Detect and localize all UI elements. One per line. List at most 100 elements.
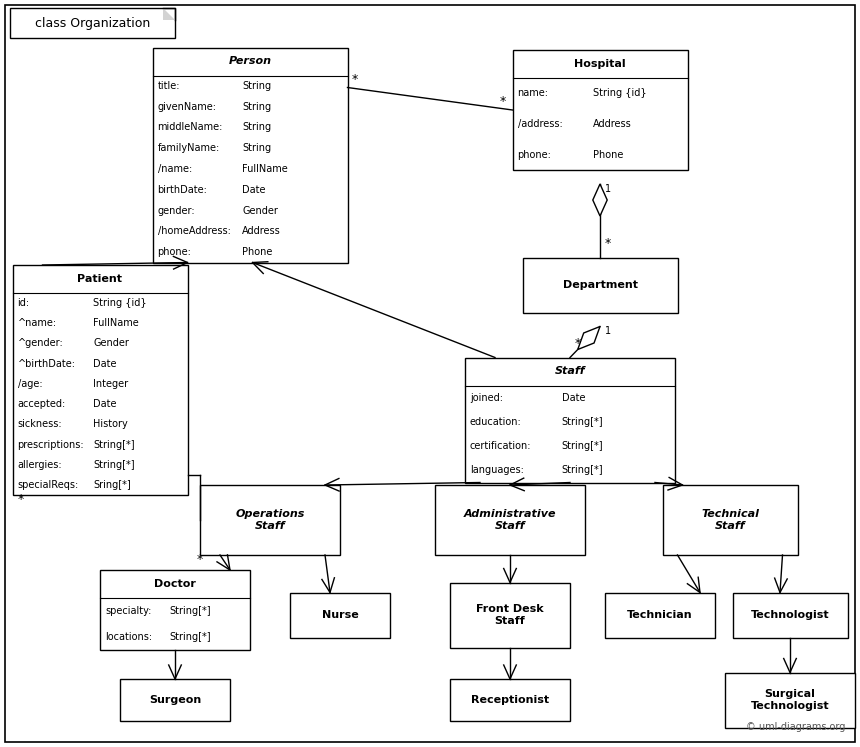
Text: Staff: Staff [555, 367, 586, 376]
Text: languages:: languages: [470, 465, 524, 475]
Text: /name:: /name: [157, 164, 192, 174]
Text: *: * [197, 553, 203, 566]
Text: accepted:: accepted: [17, 399, 65, 409]
Text: String {id}: String {id} [593, 88, 647, 99]
Text: givenName:: givenName: [157, 102, 217, 111]
Text: String[*]: String[*] [562, 465, 603, 475]
Text: Technologist: Technologist [751, 610, 829, 620]
Polygon shape [163, 8, 175, 20]
Text: String: String [243, 102, 271, 111]
Bar [450, 583, 570, 648]
Text: name:: name: [518, 88, 549, 99]
Bar [513, 50, 687, 170]
Bar [450, 679, 570, 721]
Bar [725, 672, 855, 728]
Bar [435, 485, 585, 555]
Text: Person: Person [229, 57, 272, 66]
Text: /homeAddress:: /homeAddress: [157, 226, 230, 236]
Bar [13, 265, 187, 495]
Text: *: * [17, 493, 24, 506]
Text: allergies:: allergies: [17, 459, 62, 470]
Text: education:: education: [470, 417, 522, 427]
Bar [605, 592, 715, 637]
Text: specialReqs:: specialReqs: [17, 480, 79, 490]
Text: 1: 1 [605, 326, 611, 336]
Text: String: String [243, 143, 271, 153]
Text: specialty:: specialty: [105, 606, 151, 616]
Bar [465, 358, 675, 483]
Text: ^name:: ^name: [17, 318, 57, 328]
Text: String: String [243, 123, 271, 132]
Text: Date: Date [93, 399, 116, 409]
Text: Department: Department [562, 280, 637, 290]
Text: title:: title: [157, 81, 180, 91]
Text: Front Desk
Staff: Front Desk Staff [476, 604, 544, 626]
Text: History: History [93, 419, 128, 430]
Text: *: * [575, 338, 581, 350]
Text: certification:: certification: [470, 441, 531, 451]
Text: birthDate:: birthDate: [157, 185, 207, 195]
Text: prescriptions:: prescriptions: [17, 439, 84, 450]
Text: FullName: FullName [93, 318, 138, 328]
Text: String[*]: String[*] [93, 459, 135, 470]
Text: Date: Date [562, 393, 585, 403]
Text: Receptionist: Receptionist [471, 695, 549, 705]
Text: © uml-diagrams.org: © uml-diagrams.org [746, 722, 845, 732]
Text: /address:: /address: [518, 119, 562, 129]
Polygon shape [593, 184, 607, 216]
Text: familyName:: familyName: [157, 143, 220, 153]
Polygon shape [578, 326, 600, 350]
Text: Integer: Integer [93, 379, 128, 389]
Text: Administrative
Staff: Administrative Staff [464, 509, 556, 531]
Text: Technical
Staff: Technical Staff [701, 509, 759, 531]
Text: String[*]: String[*] [93, 439, 135, 450]
Text: middleName:: middleName: [157, 123, 223, 132]
Bar [733, 592, 847, 637]
Text: sickness:: sickness: [17, 419, 62, 430]
Text: String[*]: String[*] [169, 632, 211, 642]
Text: FullName: FullName [243, 164, 288, 174]
Text: String[*]: String[*] [169, 606, 211, 616]
Text: String[*]: String[*] [562, 441, 603, 451]
Text: 1: 1 [605, 184, 611, 194]
Text: *: * [605, 238, 611, 250]
Text: Technician: Technician [627, 610, 693, 620]
Text: id:: id: [17, 298, 29, 308]
Text: Date: Date [93, 359, 116, 369]
Text: locations:: locations: [105, 632, 152, 642]
Text: Phone: Phone [243, 247, 273, 257]
Text: ^birthDate:: ^birthDate: [17, 359, 76, 369]
Text: gender:: gender: [157, 205, 195, 216]
Text: Operations
Staff: Operations Staff [236, 509, 304, 531]
Text: Surgical
Technologist: Surgical Technologist [751, 689, 829, 711]
Text: Nurse: Nurse [322, 610, 359, 620]
Bar [662, 485, 797, 555]
Text: Hospital: Hospital [574, 59, 626, 69]
Text: Sring[*]: Sring[*] [93, 480, 131, 490]
Bar [10, 8, 175, 38]
Bar [152, 48, 347, 262]
Text: class Organization: class Organization [35, 16, 150, 29]
Text: *: * [500, 95, 506, 108]
Text: String: String [243, 81, 271, 91]
Text: String {id}: String {id} [93, 298, 146, 308]
Text: Date: Date [243, 185, 266, 195]
Text: Gender: Gender [243, 205, 278, 216]
Text: /age:: /age: [17, 379, 42, 389]
Text: Surgeon: Surgeon [149, 695, 201, 705]
Text: joined:: joined: [470, 393, 503, 403]
Bar [523, 258, 678, 312]
Text: Address: Address [243, 226, 281, 236]
Bar [290, 592, 390, 637]
Text: Address: Address [593, 119, 632, 129]
Text: String[*]: String[*] [562, 417, 603, 427]
Text: ^gender:: ^gender: [17, 338, 64, 349]
Bar [200, 485, 340, 555]
Text: Doctor: Doctor [154, 579, 196, 589]
Text: *: * [352, 72, 358, 85]
Text: Patient: Patient [77, 274, 122, 284]
Text: Gender: Gender [93, 338, 129, 349]
Text: phone:: phone: [157, 247, 192, 257]
Bar [120, 679, 230, 721]
Bar [100, 570, 250, 650]
